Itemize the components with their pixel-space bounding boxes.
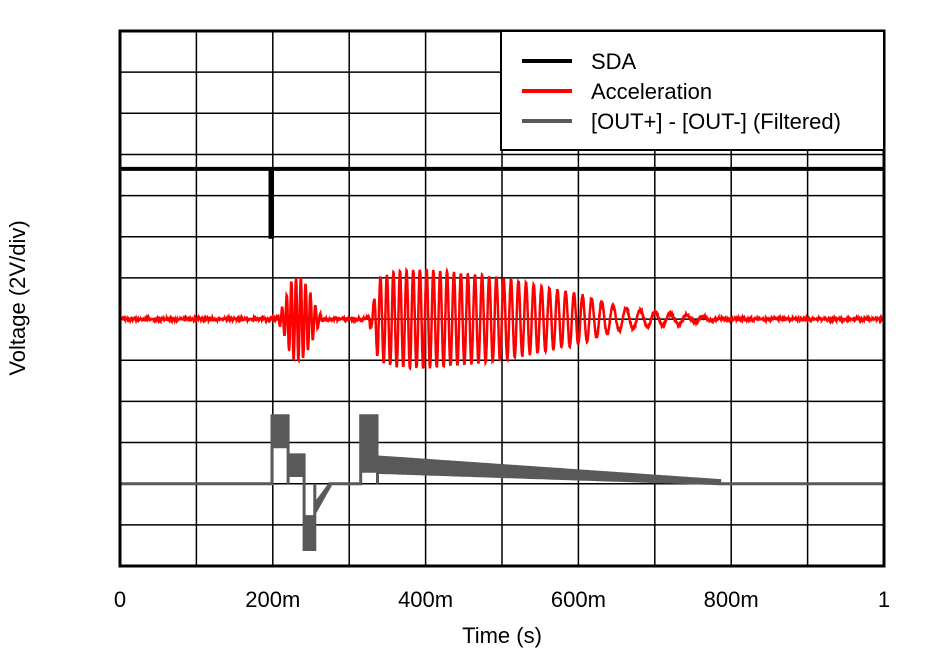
legend-label-out: [OUT+] - [OUT-] (Filtered): [591, 109, 841, 134]
legend-label-sda: SDA: [591, 49, 637, 74]
series-sda-line: [120, 166, 884, 239]
x-axis-label: Time (s): [462, 623, 542, 648]
series-acceleration-line: [118, 266, 885, 371]
legend-label-acceleration: Acceleration: [591, 79, 712, 104]
series-layer: [118, 166, 885, 551]
legend: SDA Acceleration [OUT+] - [OUT-] (Filter…: [500, 30, 885, 151]
x-tick-label: 1: [878, 587, 890, 612]
x-tick-label: 0: [114, 587, 126, 612]
x-tick-label: 600m: [551, 587, 606, 612]
x-tick-label: 400m: [398, 587, 453, 612]
y-axis-label: Voltage (2V/div): [5, 220, 30, 375]
series-out-filtered-line: [120, 414, 884, 551]
x-tick-labels: 0 200m 400m 600m 800m 1: [114, 587, 890, 612]
x-tick-label: 800m: [704, 587, 759, 612]
x-tick-label: 200m: [245, 587, 300, 612]
